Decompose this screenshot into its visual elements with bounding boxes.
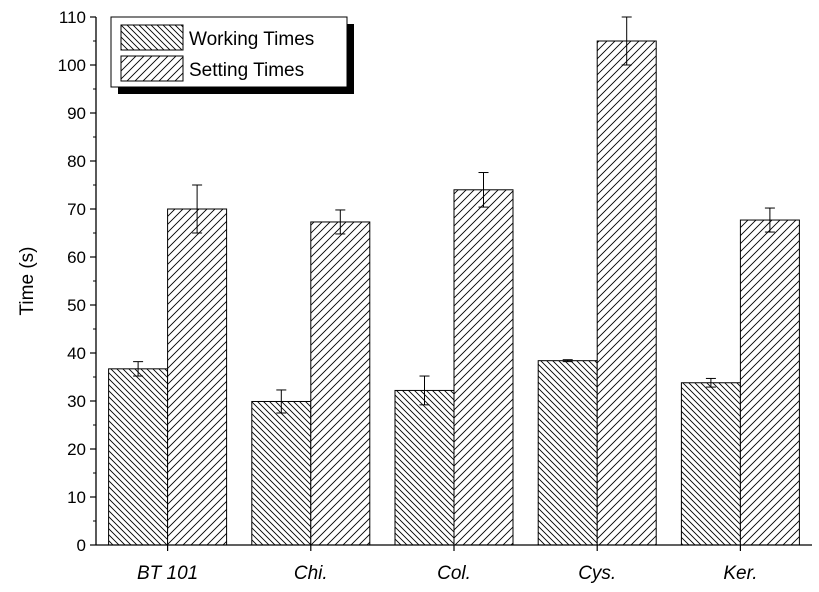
- bar-setting-1: [310, 221, 371, 546]
- bar-working-3: [537, 360, 598, 546]
- bar-setting-3: [596, 40, 657, 546]
- bar-setting-2: [453, 189, 514, 546]
- y-tick-label: 0: [77, 536, 86, 555]
- x-tick-label: Col.: [437, 563, 471, 584]
- legend-label: Setting Times: [189, 60, 304, 81]
- legend-label: Working Times: [189, 29, 314, 50]
- bar-setting-4: [739, 219, 800, 546]
- x-tick-label: Ker.: [723, 563, 757, 584]
- bar-working-0: [108, 368, 169, 546]
- legend-swatch-working: [120, 24, 184, 51]
- y-tick-label: 60: [67, 248, 86, 267]
- y-tick-label: 90: [67, 104, 86, 123]
- y-tick-label: 20: [67, 440, 86, 459]
- y-tick-label: 40: [67, 344, 86, 363]
- y-tick-label: 110: [59, 8, 86, 27]
- bar-working-1: [251, 400, 312, 546]
- x-tick-label: Cys.: [578, 563, 616, 584]
- y-tick-label: 100: [58, 56, 86, 75]
- y-tick-label: 80: [67, 152, 86, 171]
- bar-setting-0: [167, 208, 228, 546]
- bar-working-4: [680, 382, 741, 546]
- x-tick-label: Chi.: [294, 563, 328, 584]
- y-tick-label: 50: [67, 296, 86, 315]
- y-tick-label: 30: [67, 392, 86, 411]
- y-tick-label: 10: [67, 488, 86, 507]
- y-tick-label: 70: [67, 200, 86, 219]
- y-axis-label: Time (s): [17, 247, 38, 316]
- bar-working-2: [394, 389, 455, 546]
- legend-swatch-setting: [120, 55, 184, 82]
- x-tick-label: BT 101: [137, 563, 198, 584]
